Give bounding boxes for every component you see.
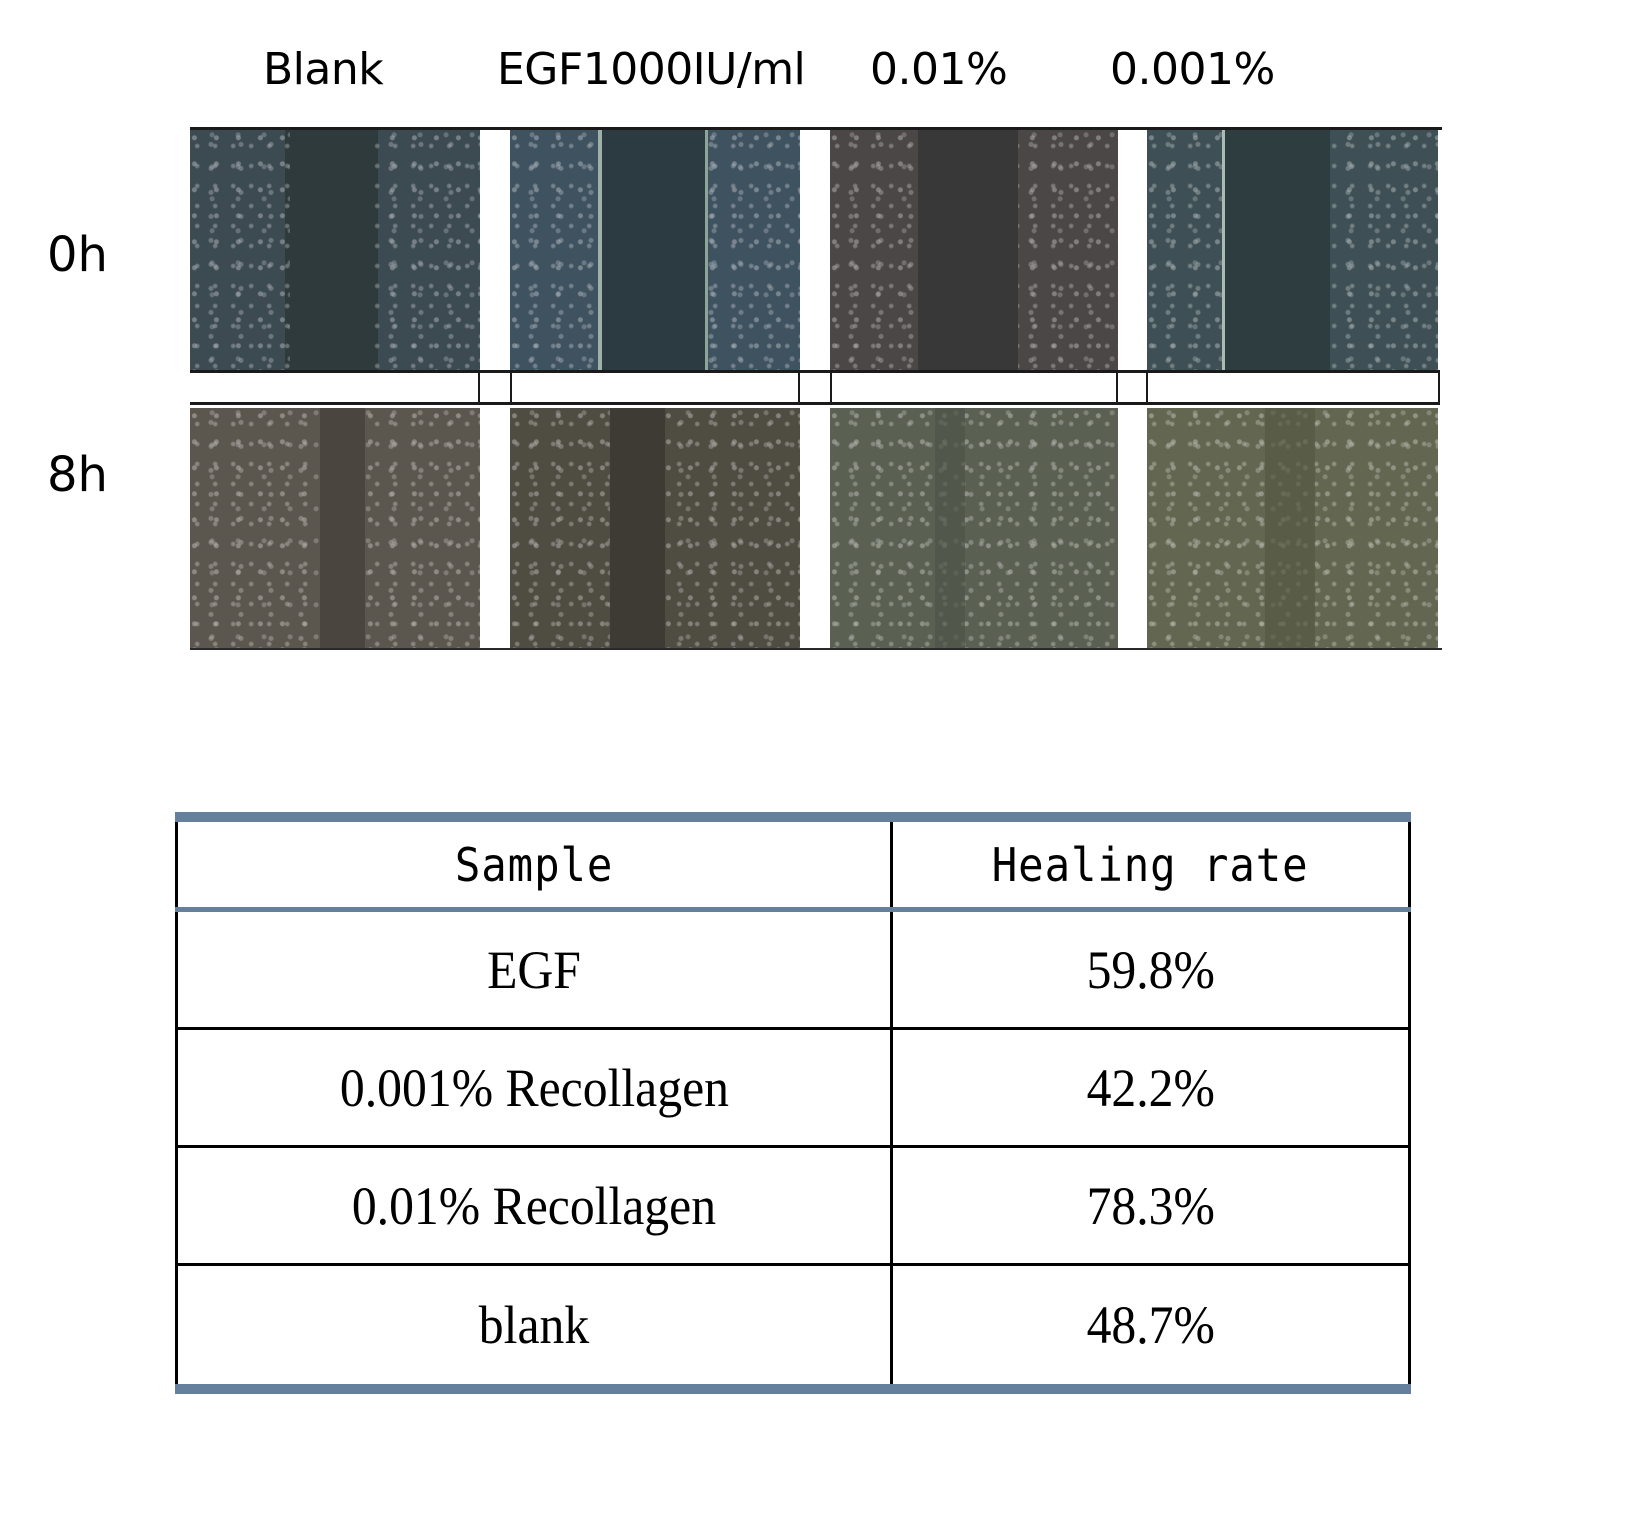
grid-top-border xyxy=(190,127,1442,130)
panel-0h-blank xyxy=(190,130,480,370)
header-sample-text: Sample xyxy=(454,837,614,892)
table-header-row: Sample Healing rate xyxy=(175,822,1411,907)
panel-0h-egf xyxy=(510,130,800,370)
rate-cell: 59.8% xyxy=(1086,939,1215,1000)
row-separator-band xyxy=(190,370,1440,405)
grid-bottom-border xyxy=(190,648,1442,650)
rate-cell: 42.2% xyxy=(1086,1057,1215,1118)
header-rate-text: Healing rate xyxy=(992,837,1309,892)
panel-8h-0-01 xyxy=(830,408,1118,648)
panel-0h-0-001 xyxy=(1147,130,1438,370)
panel-0h-0-01 xyxy=(830,130,1118,370)
sample-cell: 0.01% Recollagen xyxy=(351,1175,717,1236)
table-row: EGF 59.8% xyxy=(175,912,1411,1030)
column-label-0-01: 0.01% xyxy=(870,44,1008,95)
column-label-0-001: 0.001% xyxy=(1110,44,1275,95)
sample-cell: 0.001% Recollagen xyxy=(339,1057,729,1118)
table-top-border xyxy=(175,812,1411,822)
scratch-assay-grid xyxy=(190,127,1442,650)
table-header-separator xyxy=(175,907,1411,912)
rate-cell: 48.7% xyxy=(1086,1295,1215,1355)
column-label-egf: EGF1000IU/ml xyxy=(497,44,806,95)
header-cell-rate: Healing rate xyxy=(890,822,1411,907)
panel-8h-0-001 xyxy=(1147,408,1438,648)
table-row: 0.001% Recollagen 42.2% xyxy=(175,1030,1411,1148)
panel-8h-egf xyxy=(510,408,800,648)
sample-cell: blank xyxy=(478,1295,590,1355)
healing-rate-table: Sample Healing rate EGF 59.8% 0.001% Rec… xyxy=(175,812,1411,1394)
row-label-8h: 8h xyxy=(47,447,108,503)
table-bottom-border xyxy=(175,1384,1411,1394)
sample-cell: EGF xyxy=(487,939,581,1000)
rate-cell: 78.3% xyxy=(1086,1175,1215,1236)
table-row: 0.01% Recollagen 78.3% xyxy=(175,1148,1411,1266)
row-label-0h: 0h xyxy=(47,227,108,283)
table-row: blank 48.7% xyxy=(175,1266,1411,1384)
header-cell-sample: Sample xyxy=(175,822,890,907)
column-label-blank: Blank xyxy=(263,44,384,95)
panel-8h-blank xyxy=(190,408,480,648)
